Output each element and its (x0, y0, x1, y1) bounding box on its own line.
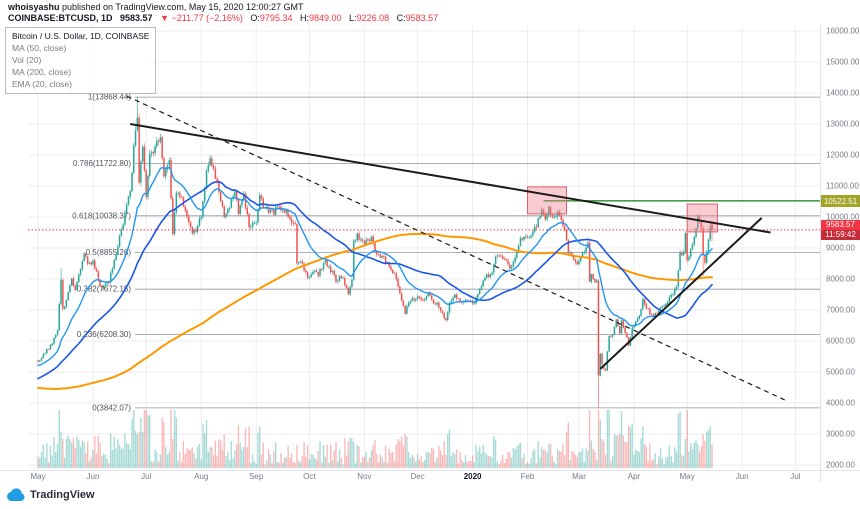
svg-text:2000.00: 2000.00 (826, 461, 855, 470)
high-value: 9849.00 (308, 13, 342, 23)
ohlc-close: C:9583.57 (397, 13, 439, 23)
ohlc-high: H:9849.00 (300, 13, 342, 23)
legend-item-ma50[interactable]: MA (50, close) (12, 43, 67, 53)
svg-text:May: May (30, 472, 45, 481)
low-label: L: (349, 13, 357, 23)
last-price: 9583.57 (120, 13, 153, 23)
svg-text:15000.00: 15000.00 (826, 58, 860, 67)
svg-text:Mar: Mar (572, 472, 586, 481)
svg-text:6000.00: 6000.00 (826, 337, 855, 346)
tradingview-logo[interactable]: TradingView (6, 487, 95, 502)
snapshot-header: whoisyashu published on TradingView.com,… (0, 0, 860, 25)
svg-text:Feb: Feb (521, 472, 535, 481)
close-label: C: (396, 13, 406, 23)
last-price-badge-value: 9583.57 (826, 220, 855, 229)
svg-text:Jun: Jun (87, 472, 100, 481)
svg-text:8000.00: 8000.00 (826, 275, 855, 284)
svg-text:Oct: Oct (303, 472, 316, 481)
svg-text:13000.00: 13000.00 (826, 120, 860, 129)
symbol-status-line: COINBASE:BTCUSD, 1D 9583.57 ▼ −211.77 (−… (8, 13, 438, 23)
svg-text:0(3842.07): 0(3842.07) (92, 403, 131, 412)
resistance-price-badge: 10522.51 (821, 195, 860, 207)
svg-text:4000.00: 4000.00 (826, 399, 855, 408)
svg-text:0.786(11722.80): 0.786(11722.80) (73, 159, 131, 168)
svg-text:1(13868.44): 1(13868.44) (88, 93, 131, 102)
svg-text:3000.00: 3000.00 (826, 430, 855, 439)
tradingview-logo-text: TradingView (30, 488, 95, 501)
trendlines[interactable] (126, 95, 785, 401)
svg-text:12000.00: 12000.00 (826, 151, 860, 160)
close-value: 9583.57 (405, 13, 439, 23)
svg-text:7000.00: 7000.00 (826, 306, 855, 315)
fib-retracement[interactable]: 1(13868.44) 0.786(11722.80) 0.618(10038.37… (72, 93, 820, 413)
moving-average-lines (37, 166, 713, 390)
svg-text:14000.00: 14000.00 (826, 89, 860, 98)
svg-text:0.382(7672.15): 0.382(7672.15) (77, 285, 132, 294)
byline-text: published on TradingView.com, May 15, 20… (59, 2, 304, 12)
chart-legend: Bitcoin / U.S. Dollar, 1D, COINBASE MA (… (5, 27, 157, 94)
ohlc-low: L:9226.08 (349, 13, 389, 23)
legend-item-ema20[interactable]: EMA (20, close) (12, 79, 72, 89)
svg-text:May: May (680, 472, 695, 481)
svg-text:Jun: Jun (736, 472, 749, 481)
legend-item-ma200[interactable]: MA (200, close) (12, 67, 72, 77)
last-price-badge: 9583.57 11:59:42 (821, 220, 860, 240)
high-label: H: (299, 13, 309, 23)
author-username[interactable]: whoisyashu (8, 2, 60, 12)
svg-text:Apr: Apr (628, 472, 641, 481)
legend-item-vol20[interactable]: Vol (20) (12, 55, 42, 65)
open-label: O: (250, 13, 260, 23)
svg-text:16000.00: 16000.00 (826, 27, 860, 36)
svg-text:0.236(6208.30): 0.236(6208.30) (77, 330, 132, 339)
svg-text:2020: 2020 (464, 472, 482, 481)
time-axis[interactable]: May Jun Jul Aug Sep Oct Nov Dec 2020 Feb Mar Apr May… (0, 470, 860, 482)
svg-text:9000.00: 9000.00 (826, 244, 855, 253)
low-value: 9226.08 (356, 13, 390, 23)
tradingview-cloud-icon (7, 488, 25, 501)
svg-text:Aug: Aug (194, 472, 208, 481)
svg-text:Jul: Jul (141, 472, 151, 481)
svg-text:Sep: Sep (249, 472, 264, 481)
bar-close-countdown: 11:59:42 (821, 230, 860, 240)
svg-text:Jul: Jul (790, 472, 800, 481)
byline: whoisyashu published on TradingView.com,… (8, 2, 304, 12)
svg-text:5000.00: 5000.00 (826, 368, 855, 377)
legend-symbol-title[interactable]: Bitcoin / U.S. Dollar, 1D, COINBASE (12, 31, 150, 41)
price-axis[interactable]: 2000.00 3000.00 4000.00 5000.00 6000.00 7000.… (820, 25, 860, 482)
svg-text:Nov: Nov (357, 472, 371, 481)
svg-text:Dec: Dec (410, 472, 424, 481)
open-value: 9795.34 (259, 13, 293, 23)
svg-text:10000.00: 10000.00 (826, 213, 860, 222)
volume-bars (37, 410, 713, 468)
ohlc-open: O:9795.34 (250, 13, 292, 23)
symbol-name[interactable]: COINBASE:BTCUSD, 1D (8, 13, 113, 23)
price-change: ▼ −211.77 (−2.16%) (160, 13, 243, 23)
svg-text:0.618(10038.37): 0.618(10038.37) (72, 211, 131, 220)
highlight-boxes[interactable] (527, 186, 718, 233)
svg-text:0.5(8855.26): 0.5(8855.26) (86, 248, 132, 257)
svg-text:11000.00: 11000.00 (826, 182, 859, 191)
